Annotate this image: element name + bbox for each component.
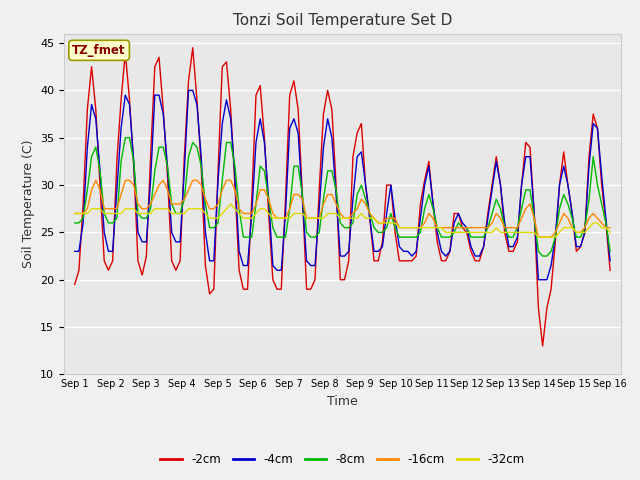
X-axis label: Time: Time (327, 395, 358, 408)
Legend: -2cm, -4cm, -8cm, -16cm, -32cm: -2cm, -4cm, -8cm, -16cm, -32cm (156, 448, 529, 471)
Title: Tonzi Soil Temperature Set D: Tonzi Soil Temperature Set D (233, 13, 452, 28)
Text: TZ_fmet: TZ_fmet (72, 44, 126, 57)
Y-axis label: Soil Temperature (C): Soil Temperature (C) (22, 140, 35, 268)
